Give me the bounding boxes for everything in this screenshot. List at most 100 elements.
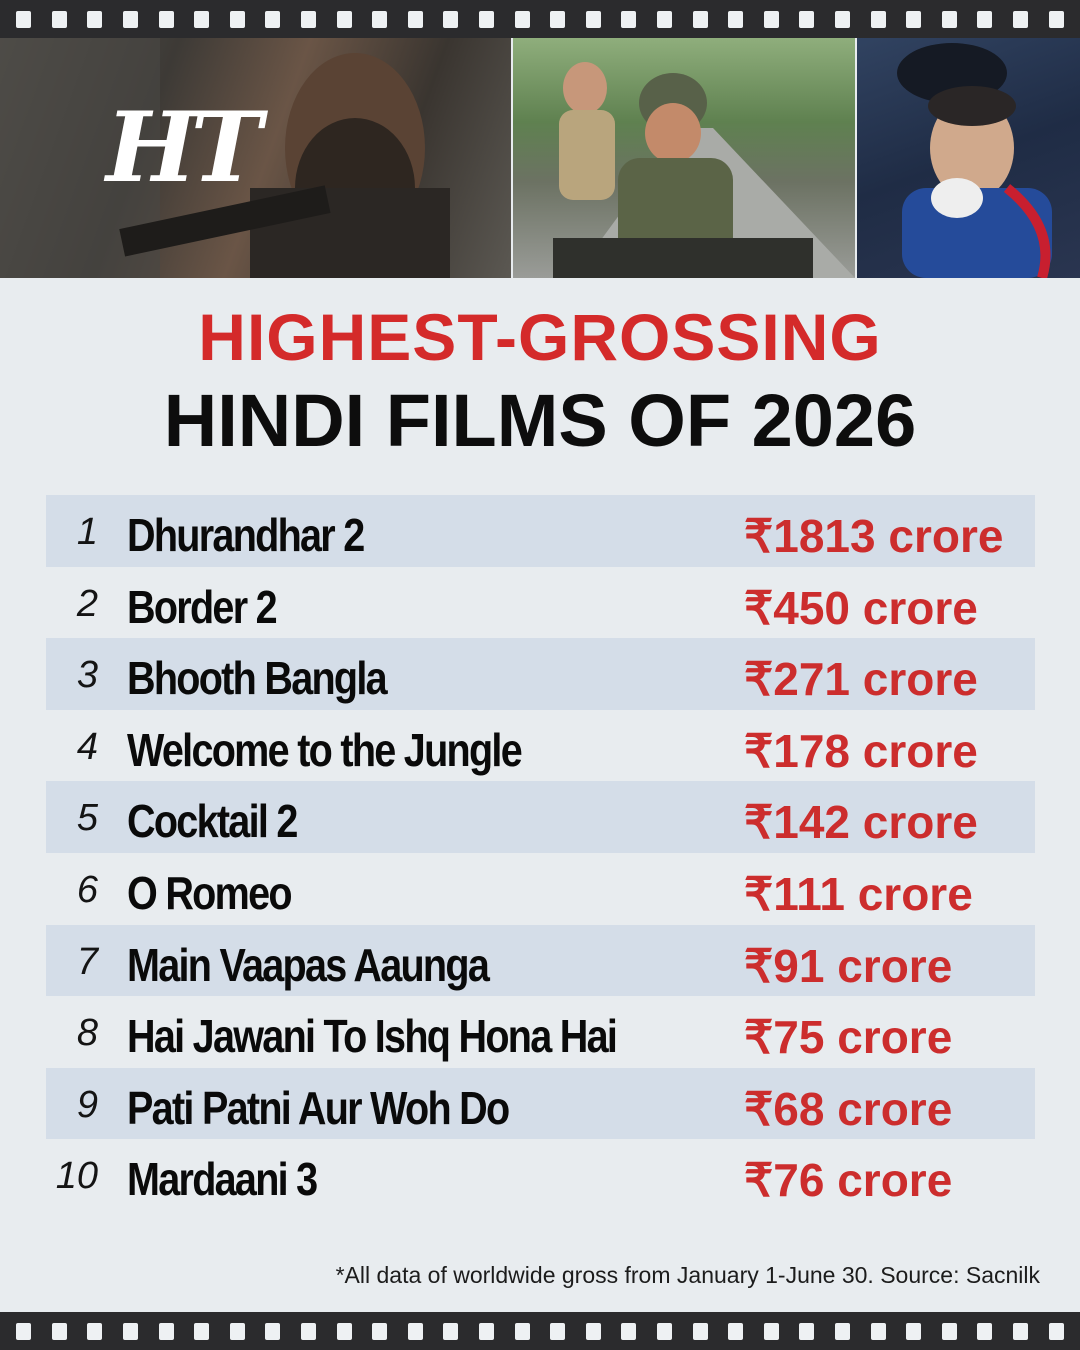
sprocket-hole xyxy=(550,1322,566,1340)
sprocket-hole xyxy=(514,10,530,28)
sprocket-hole xyxy=(443,1322,459,1340)
sprocket-hole xyxy=(656,1322,672,1340)
sprocket-hole xyxy=(514,1322,530,1340)
sprocket-hole xyxy=(799,10,815,28)
sprocket-hole xyxy=(799,1322,815,1340)
poster-collage: HT xyxy=(0,38,1080,278)
film-strip-top xyxy=(0,0,1080,38)
poster-image-2 xyxy=(513,38,855,278)
rank-number: 8 xyxy=(76,1012,98,1055)
sprocket-hole xyxy=(763,1322,779,1340)
sprocket-hole xyxy=(585,1322,601,1340)
sprocket-hole xyxy=(229,10,245,28)
heading-line-2: HINDI FILMS OF 2026 xyxy=(163,379,917,462)
gross-amount: ₹450 crore xyxy=(744,581,978,634)
sprocket-hole xyxy=(407,1322,423,1340)
sprocket-hole xyxy=(479,1322,495,1340)
gross-amount: ₹68 crore xyxy=(744,1082,953,1135)
poster-image-1: HT xyxy=(0,38,511,278)
film-title: Border 2 xyxy=(127,580,278,633)
gross-amount: ₹271 crore xyxy=(744,653,978,706)
sprocket-hole xyxy=(621,10,637,28)
sprocket-hole xyxy=(870,10,886,28)
sprocket-hole xyxy=(16,10,32,28)
poster-image-3 xyxy=(857,38,1080,278)
sprocket-hole xyxy=(87,10,103,28)
sprocket-hole xyxy=(194,1322,210,1340)
film-title: Dhurandhar 2 xyxy=(127,509,365,561)
sprocket-hole xyxy=(941,1322,957,1340)
sprocket-hole xyxy=(728,1322,744,1340)
sprocket-hole xyxy=(977,10,993,28)
film-title: Mardaani 3 xyxy=(127,1153,318,1206)
table-row: 7 Main Vaapas Aaunga ₹91 crore xyxy=(46,924,1035,997)
rank-number: 2 xyxy=(76,582,98,625)
sprocket-hole xyxy=(301,10,317,28)
sprocket-hole xyxy=(407,10,423,28)
sprocket-hole xyxy=(1012,10,1028,28)
sprocket-hole xyxy=(265,10,281,28)
rank-number: 1 xyxy=(76,511,98,553)
sprocket-hole xyxy=(550,10,566,28)
sprocket-hole xyxy=(51,10,67,28)
film-title: Cocktail 2 xyxy=(127,795,298,848)
sprocket-hole xyxy=(372,1322,388,1340)
rank-number: 7 xyxy=(76,940,98,983)
sprocket-hole xyxy=(834,10,850,28)
ht-logo: HT xyxy=(106,91,262,204)
gross-amount: ₹91 crore xyxy=(744,939,953,992)
sprocket-hole xyxy=(870,1322,886,1340)
sprocket-hole xyxy=(906,1322,922,1340)
rank-number: 9 xyxy=(76,1083,98,1126)
sprocket-hole xyxy=(265,1322,281,1340)
sprocket-hole xyxy=(692,10,708,28)
table-row: 9 Pati Patni Aur Woh Do ₹68 crore xyxy=(46,1067,1035,1140)
sprocket-hole xyxy=(16,1322,32,1340)
poster-figure-2 xyxy=(553,62,855,278)
table-row: 2 Border 2 ₹450 crore xyxy=(46,567,1035,639)
gross-amount: ₹111 crore xyxy=(744,867,973,920)
sprocket-hole xyxy=(479,10,495,28)
sprocket-hole xyxy=(1048,1322,1064,1340)
heading-line-1: HIGHEST-GROSSING xyxy=(198,300,882,374)
table-row: 4 Welcome to the Jungle ₹178 crore xyxy=(46,710,1035,782)
film-title: Hai Jawani To Ishq Hona Hai xyxy=(127,1010,618,1063)
sprocket-hole xyxy=(1012,1322,1028,1340)
table-row: 8 Hai Jawani To Ishq Hona Hai ₹75 crore xyxy=(46,996,1035,1068)
table-row: 10 Mardaani 3 ₹76 crore xyxy=(46,1139,1035,1211)
sprocket-hole xyxy=(1048,10,1064,28)
sprocket-hole xyxy=(87,1322,103,1340)
film-title: Welcome to the Jungle xyxy=(127,723,523,776)
sprocket-hole xyxy=(763,10,779,28)
table-row: 5 Cocktail 2 ₹142 crore xyxy=(46,781,1035,853)
sprocket-hole xyxy=(229,1322,245,1340)
sprocket-hole xyxy=(941,10,957,28)
table-row: 6 O Romeo ₹111 crore xyxy=(46,853,1035,925)
sprocket-hole xyxy=(123,10,139,28)
sprocket-hole xyxy=(372,10,388,28)
rank-number: 3 xyxy=(76,654,98,697)
gross-amount: ₹142 crore xyxy=(744,796,978,849)
sprocket-hole xyxy=(692,1322,708,1340)
source-footnote: *All data of worldwide gross from Januar… xyxy=(335,1262,1040,1288)
rankings-table: 1 Dhurandhar 2 ₹1813 crore 2 Border 2 ₹4… xyxy=(46,495,1035,1211)
poster-figure-3 xyxy=(897,43,1052,278)
table-row: 1 Dhurandhar 2 ₹1813 crore xyxy=(46,495,1035,567)
film-title: Main Vaapas Aaunga xyxy=(127,938,490,991)
sprocket-hole xyxy=(158,10,174,28)
gross-amount: ₹1813 crore xyxy=(744,510,1004,562)
sprocket-hole xyxy=(906,10,922,28)
film-title: O Romeo xyxy=(127,866,293,919)
rank-number: 10 xyxy=(55,1155,98,1198)
film-title: Pati Patni Aur Woh Do xyxy=(127,1081,510,1134)
film-strip-bottom xyxy=(0,1312,1080,1350)
gross-amount: ₹178 crore xyxy=(744,724,978,777)
sprocket-hole xyxy=(621,1322,637,1340)
sprocket-hole xyxy=(336,10,352,28)
sprocket-hole xyxy=(834,1322,850,1340)
sprocket-hole xyxy=(443,10,459,28)
sprocket-hole xyxy=(977,1322,993,1340)
film-title: Bhooth Bangla xyxy=(127,652,388,705)
sprocket-hole xyxy=(336,1322,352,1340)
gross-amount: ₹76 crore xyxy=(744,1154,953,1207)
